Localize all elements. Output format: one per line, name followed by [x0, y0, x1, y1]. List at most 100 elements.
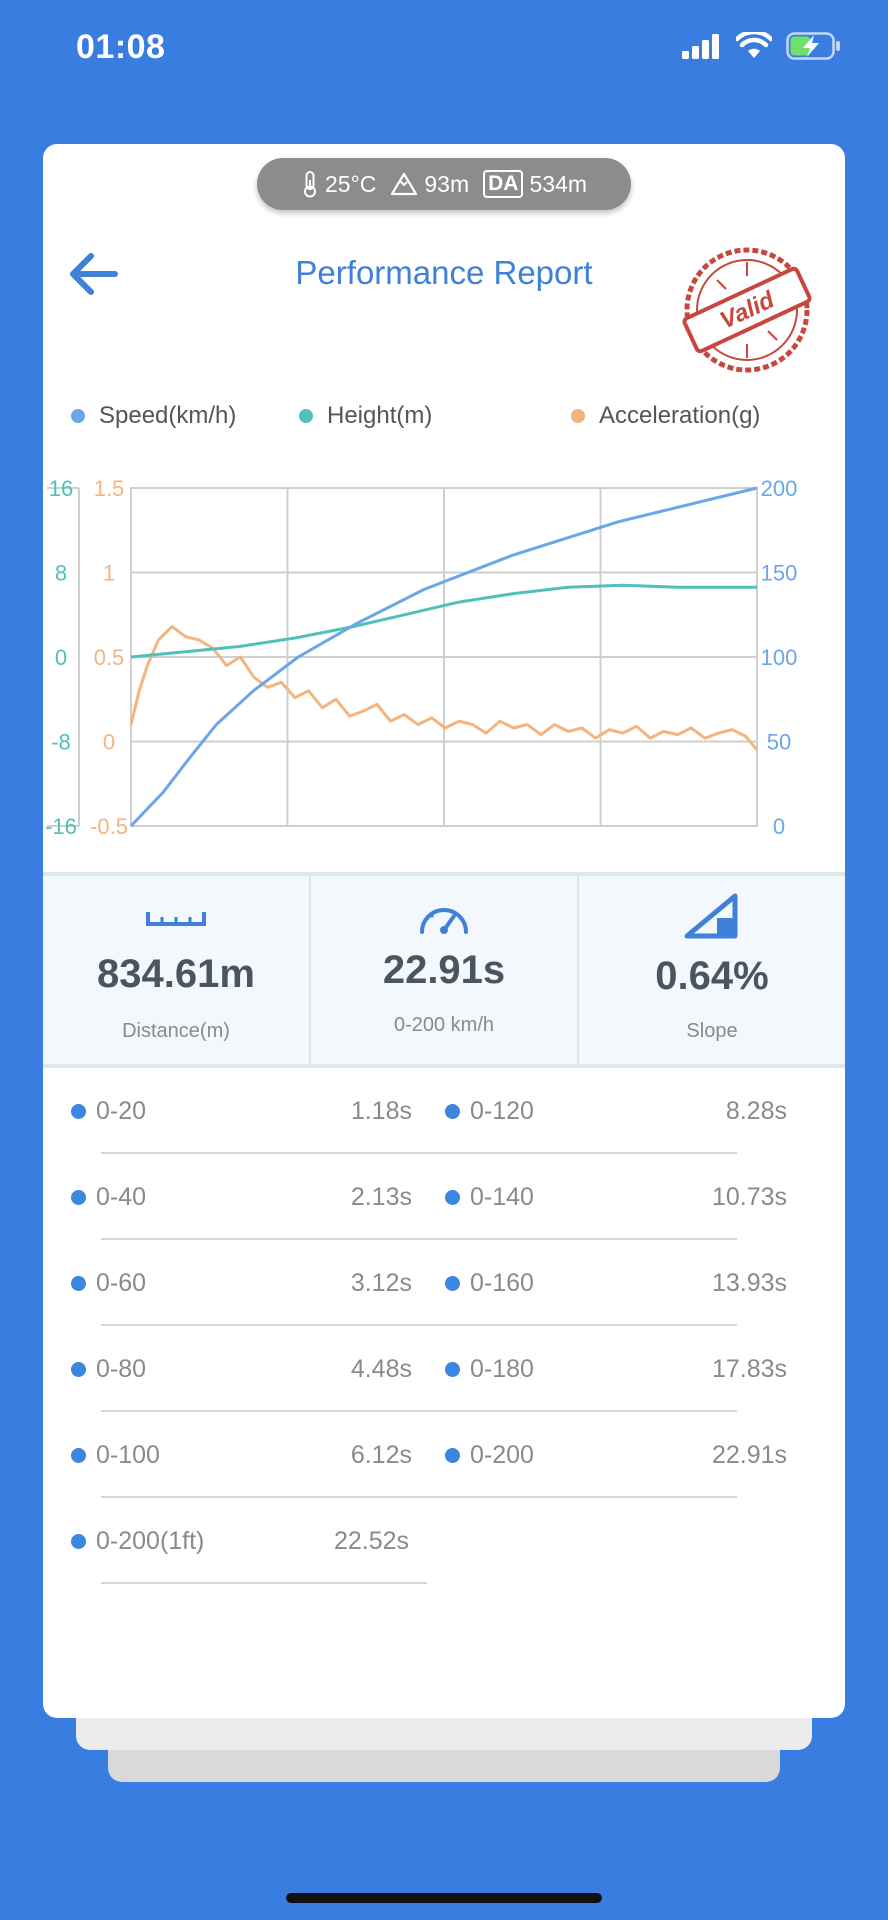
split-time: 17.83s: [711, 1354, 787, 1383]
split-label: 0-120: [470, 1096, 534, 1125]
chart-legend: Speed(km/h) Height(m) Acceleration(g): [63, 402, 843, 442]
legend-dot-speed: [71, 409, 85, 423]
slope-icon: [684, 893, 738, 939]
battery-charging-icon: [786, 32, 840, 60]
split-time: 2.13s: [350, 1182, 412, 1211]
split-time: 13.93s: [711, 1268, 787, 1297]
legend-item-speed: Speed(km/h): [71, 402, 236, 430]
list-item: 0-200 22.91s: [445, 1412, 787, 1498]
legend-item-height: Height(m): [299, 402, 432, 430]
legend-label-height: Height(m): [327, 402, 433, 429]
accel-axis-tick-label: 0.5: [94, 645, 125, 670]
bullet-dot-icon: [71, 1103, 86, 1119]
split-time: 6.12s: [350, 1440, 412, 1469]
back-arrow-icon[interactable]: [63, 244, 123, 304]
bullet-dot-icon: [445, 1361, 460, 1377]
legend-label-speed: Speed(km/h): [99, 402, 237, 429]
accel-axis-tick-label: 1: [103, 561, 115, 586]
distance-value: 834.61m: [97, 952, 255, 996]
report-card: 25°C 93m DA 534m Performance Report V: [43, 144, 845, 1718]
list-item: 0-20 1.18s: [71, 1068, 412, 1154]
height-axis-tick-label: 0: [55, 645, 67, 670]
height-axis-tick-label: -8: [51, 730, 71, 755]
divider: [101, 1582, 427, 1584]
legend-dot-accel: [571, 409, 585, 423]
wifi-icon: [736, 32, 772, 58]
stat-time: 22.91s 0-200 km/h: [309, 876, 577, 1064]
distance-label: Distance(m): [122, 1020, 230, 1042]
da-badge: DA: [483, 170, 524, 198]
status-icons: [682, 32, 842, 60]
density-altitude-value: 534m: [529, 170, 588, 197]
accel-axis-tick-label: 0: [103, 730, 115, 755]
list-item: 0-100 6.12s: [71, 1412, 412, 1498]
split-time: 1.18s: [350, 1096, 412, 1125]
bullet-dot-icon: [71, 1447, 86, 1463]
split-time: 10.73s: [711, 1182, 787, 1211]
legend-item-accel: Acceleration(g): [571, 402, 760, 430]
list-item: 0-200(1ft) 22.52s: [71, 1498, 409, 1584]
list-item: 0-140 10.73s: [445, 1154, 787, 1240]
accel-axis-tick-label: -0.5: [90, 814, 128, 839]
list-item: 0-180 17.83s: [445, 1326, 787, 1412]
list-item: 0-160 13.93s: [445, 1240, 787, 1326]
height-axis-tick-label: -16: [45, 814, 77, 839]
series-line-height: [130, 583, 757, 659]
list-item: 0-80 4.48s: [71, 1326, 412, 1412]
accel-axis-tick-label: 1.5: [94, 476, 125, 501]
stat-slope: 0.64% Slope: [577, 876, 845, 1064]
stats-panel: 834.61m Distance(m) 22.91s 0-200 km/h 0.…: [43, 872, 845, 1068]
speed-axis-tick-label: 0: [773, 814, 785, 839]
series-line-accel: [129, 625, 759, 751]
height-axis-tick-label: 8: [55, 561, 67, 586]
bullet-dot-icon: [71, 1189, 86, 1205]
cellular-signal-icon: [682, 34, 719, 59]
time-label: 0-200 km/h: [393, 1014, 495, 1036]
altitude-value: 93m: [424, 170, 470, 197]
split-label: 0-80: [96, 1354, 147, 1383]
legend-label-accel: Acceleration(g): [599, 402, 761, 429]
divider: [101, 1410, 737, 1412]
split-time: 4.48s: [350, 1354, 412, 1383]
split-time: 22.91s: [711, 1440, 787, 1469]
ruler-icon: [146, 912, 206, 926]
split-label: 0-180: [470, 1354, 534, 1383]
split-times-list: 0-20 1.18s 0-120 8.28s 0-40 2.13s 0-140 …: [43, 1068, 845, 1628]
bullet-dot-icon: [445, 1103, 460, 1119]
list-item: 0-120 8.28s: [445, 1068, 787, 1154]
bullet-dot-icon: [71, 1361, 86, 1377]
split-label: 0-160: [470, 1268, 534, 1297]
speed-axis-tick-label: 50: [767, 730, 791, 755]
bullet-dot-icon: [445, 1189, 460, 1205]
slope-label: Slope: [686, 1020, 738, 1042]
bullet-dot-icon: [71, 1533, 86, 1549]
series-line-speed: [129, 486, 758, 828]
speed-axis-tick-label: 100: [761, 645, 798, 670]
temperature-item: 25°C: [301, 170, 376, 198]
list-item: 0-60 3.12s: [71, 1240, 412, 1326]
split-label: 0-40: [96, 1182, 147, 1211]
performance-chart: 16 8 0 -8 -16 1.5 1 0.5 0 -0.5 200 150 100 50 0: [45, 476, 798, 839]
split-time: 3.12s: [350, 1268, 412, 1297]
list-item: 0-40 2.13s: [71, 1154, 412, 1240]
split-time: 22.52s: [333, 1526, 409, 1555]
slope-value: 0.64%: [655, 954, 769, 998]
time-value: 22.91s: [382, 948, 506, 992]
divider: [101, 1238, 737, 1240]
divider: [101, 1496, 737, 1498]
speed-axis-tick-label: 200: [761, 476, 798, 501]
divider: [101, 1324, 737, 1326]
split-label: 0-200(1ft): [96, 1526, 205, 1555]
bullet-dot-icon: [71, 1275, 86, 1291]
environment-pill: 25°C 93m DA 534m: [257, 158, 631, 210]
thermometer-icon: [303, 171, 316, 198]
home-indicator[interactable]: [286, 1893, 602, 1903]
status-time: 01:08: [76, 28, 166, 66]
density-altitude-item: DA 534m: [483, 170, 587, 198]
stat-distance: 834.61m Distance(m): [43, 876, 309, 1064]
valid-stamp-icon: Valid: [682, 247, 812, 373]
speed-axis-tick-label: 150: [761, 561, 798, 586]
split-time: 8.28s: [725, 1096, 787, 1125]
split-label: 0-60: [96, 1268, 147, 1297]
speedometer-icon: [420, 908, 468, 934]
